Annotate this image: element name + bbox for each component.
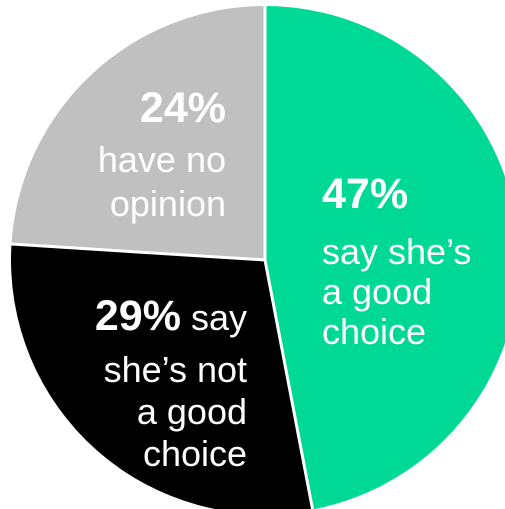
slice-percent-label: 47% xyxy=(322,170,408,218)
slice-description-line: have no xyxy=(98,139,226,180)
slice-good-choice xyxy=(265,6,505,509)
slice-separator xyxy=(11,242,266,262)
slice-description-line: opinion xyxy=(110,183,226,224)
slice-description-line: she’s not xyxy=(104,349,247,390)
slice-description-line: say she’s xyxy=(322,231,471,272)
slice-separator xyxy=(263,259,315,509)
pie-slices xyxy=(11,6,505,509)
percent-value: 29% xyxy=(95,292,181,340)
slice-no-opinion xyxy=(11,6,266,260)
slice-percent-label: 29% say xyxy=(95,292,247,340)
slice-not-good-choice xyxy=(11,244,313,509)
percent-inline-description: say xyxy=(181,297,247,338)
slice-description-line: choice xyxy=(143,433,247,474)
slice-description-line: a good xyxy=(322,271,432,312)
slice-description-line: a good xyxy=(137,391,247,432)
slice-percent-label: 24% xyxy=(140,84,226,132)
slice-description-line: choice xyxy=(322,311,426,352)
